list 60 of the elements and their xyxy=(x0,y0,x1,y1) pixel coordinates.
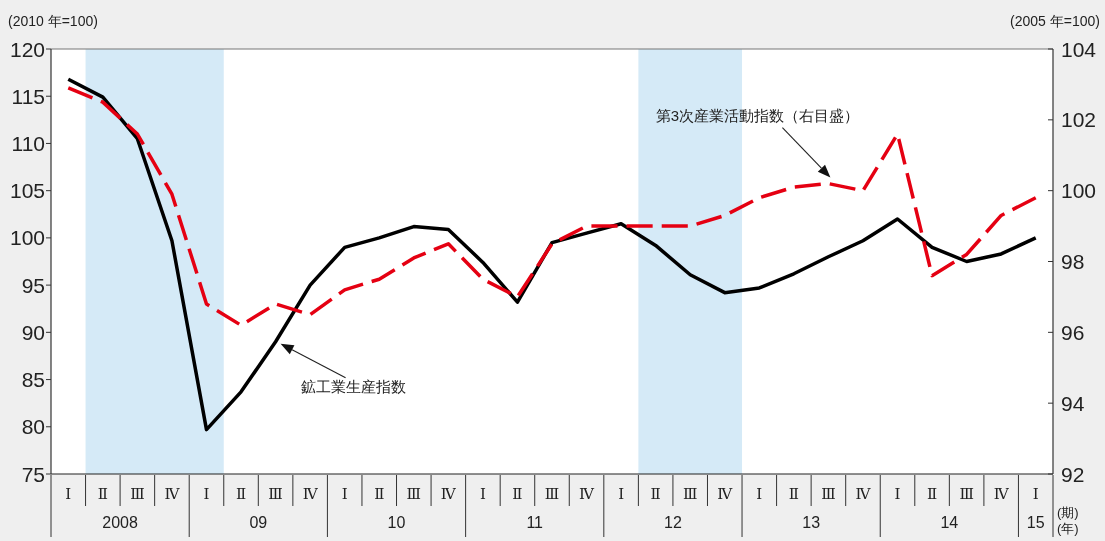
text: 15 xyxy=(1026,514,1045,531)
x-tick-label: Ⅲ xyxy=(268,485,283,503)
x-tick-label: Ⅰ xyxy=(203,485,210,503)
y-tick-label: 95 xyxy=(21,273,45,297)
x-tick-label: Ⅳ xyxy=(717,485,734,503)
y2-axis-title: (2005 年=100) xyxy=(1010,13,1100,29)
x-tick-label: Ⅰ xyxy=(65,485,72,503)
x-tick-label: Ⅲ xyxy=(682,485,698,503)
y2-tick-label: 104 xyxy=(1061,37,1097,61)
text: 10 xyxy=(387,514,406,531)
y2-tick-label: 98 xyxy=(1061,250,1085,273)
x-tick-label: Ⅰ xyxy=(894,485,901,503)
x-tick-label: Ⅳ xyxy=(302,485,319,503)
x-tick-label: Ⅱ xyxy=(512,485,523,503)
x-tick-label: Ⅲ xyxy=(959,485,974,503)
text: (年) xyxy=(1057,521,1079,536)
text: 2008 xyxy=(102,514,138,531)
x-tick-label: Ⅳ xyxy=(993,485,1010,503)
y-tick-label: 120 xyxy=(9,37,45,61)
x-axis-title: (期) xyxy=(1057,505,1079,520)
x-tick-label: Ⅱ xyxy=(650,485,661,503)
y-tick-label: 85 xyxy=(21,368,45,392)
y-tick-label: 110 xyxy=(11,131,45,155)
x-tick-label: Ⅰ xyxy=(1032,485,1039,503)
y-tick-label: 75 xyxy=(21,462,45,486)
text: 13 xyxy=(802,514,821,531)
x-tick-label: Ⅳ xyxy=(440,485,457,503)
text: 14 xyxy=(940,514,959,531)
y-tick-label: 100 xyxy=(9,226,45,250)
text: 鉱工業生産指数 xyxy=(300,377,406,395)
y2-tick-label: 92 xyxy=(1061,462,1085,486)
x-tick-label: Ⅰ xyxy=(618,485,625,503)
x-tick-label: Ⅱ xyxy=(235,485,247,503)
x-tick-label: Ⅱ xyxy=(97,485,108,503)
text: 11 xyxy=(526,514,544,531)
y-axis-title: (2010 年=100) xyxy=(8,13,98,29)
x-tick-label: Ⅰ xyxy=(479,485,486,503)
x-tick-label: Ⅰ xyxy=(341,485,348,503)
x-tick-label: Ⅲ xyxy=(130,485,145,503)
x-tick-label: Ⅱ xyxy=(926,485,938,503)
x-tick-label: Ⅳ xyxy=(855,485,872,503)
text: 09 xyxy=(249,514,268,531)
y2-tick-label: 100 xyxy=(1061,179,1097,203)
x-tick-label: Ⅰ xyxy=(756,485,763,503)
x-tick-label: Ⅳ xyxy=(164,485,181,503)
x-tick-label: Ⅲ xyxy=(821,485,836,503)
text: 12 xyxy=(664,514,682,531)
x-tick-label: Ⅲ xyxy=(406,485,422,503)
x-tick-label: Ⅱ xyxy=(788,485,799,503)
y2-tick-label: 94 xyxy=(1061,391,1085,415)
y-tick-label: 105 xyxy=(9,179,45,203)
y2-tick-label: 96 xyxy=(1061,320,1085,344)
x-tick-label: Ⅱ xyxy=(374,485,385,503)
x-tick-label: Ⅳ xyxy=(579,485,596,503)
y2-tick-label: 102 xyxy=(1061,108,1097,132)
y-tick-label: 90 xyxy=(21,320,45,344)
text: 第3次産業活動指数（右目盛） xyxy=(655,106,860,124)
x-tick-label: Ⅲ xyxy=(544,485,560,503)
y-tick-label: 80 xyxy=(21,415,45,439)
y-tick-label: 115 xyxy=(11,84,45,108)
